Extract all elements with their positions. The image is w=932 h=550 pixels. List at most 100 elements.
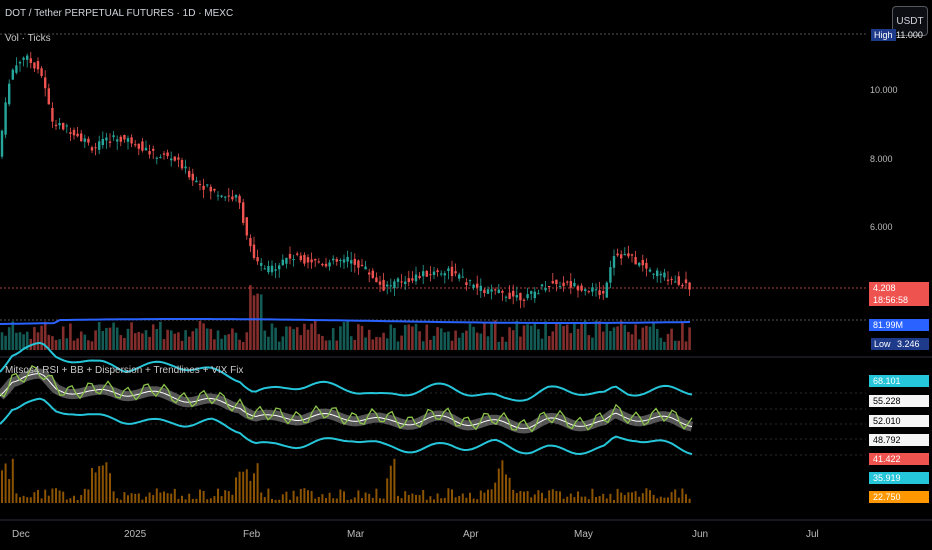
candle-body (663, 272, 666, 278)
candle-body (468, 280, 472, 282)
volume-bar (317, 334, 321, 350)
candle-body (609, 267, 612, 283)
volume-bar (411, 326, 414, 350)
volume-bar (429, 339, 432, 350)
vix-bar (209, 498, 212, 503)
candle-body (62, 122, 65, 130)
candle-body (51, 108, 54, 122)
vix-bar (328, 492, 331, 503)
volume-bar (497, 341, 501, 350)
candle-body (170, 158, 173, 161)
indicator-value-tag: 48.792 (869, 434, 929, 446)
vix-bar (213, 496, 216, 503)
volume-bar (357, 324, 360, 350)
candle-body (180, 160, 184, 169)
vix-bar (652, 494, 655, 503)
vix-bar (670, 492, 673, 503)
currency-button[interactable]: USDT (892, 6, 928, 36)
vix-bar (400, 498, 403, 503)
candle-body (407, 278, 410, 282)
volume-bar (180, 340, 184, 350)
volume-bar (169, 330, 173, 350)
volume-bar (252, 295, 256, 350)
candle-body (465, 282, 468, 286)
volume-bar (0, 332, 4, 350)
candle-body (573, 282, 576, 287)
vix-bar (296, 496, 299, 503)
volume-bar (263, 330, 267, 350)
candle-body (425, 270, 428, 277)
candle-body (72, 129, 76, 136)
vix-bar (659, 496, 662, 503)
vix-bar (220, 496, 223, 503)
candle-body (288, 254, 292, 259)
vix-bar (188, 493, 191, 503)
candle-body (483, 289, 486, 294)
volume-bar (191, 331, 195, 350)
countdown-tag: 18:56:58 (869, 294, 929, 306)
vix-bar (458, 496, 461, 503)
vix-bar (170, 493, 173, 503)
candle-body (317, 261, 320, 263)
vix-bar (65, 499, 68, 503)
volume-bar (483, 322, 486, 350)
candle-body (422, 271, 425, 277)
vix-bar (386, 478, 389, 503)
volume-bar (421, 341, 425, 350)
volume-bar (159, 321, 162, 350)
vix-bar (130, 493, 133, 503)
time-label-2025: 2025 (124, 529, 147, 540)
candle-body (11, 69, 14, 80)
candle-body (530, 291, 533, 294)
vix-bar (184, 499, 187, 503)
volume-bar (220, 338, 223, 350)
vix-bar (278, 499, 281, 503)
vix-bar (343, 491, 345, 503)
volume-bar (123, 337, 126, 350)
candle-body (641, 259, 644, 266)
vix-bar (267, 488, 270, 503)
candle-body (551, 281, 554, 284)
candle-body (461, 276, 464, 278)
vix-bar (346, 499, 349, 503)
vix-bar (375, 488, 378, 503)
vix-bar (19, 497, 21, 503)
candle-body (18, 62, 22, 64)
candle-body (497, 289, 500, 293)
candle-body (321, 263, 324, 266)
volume-bar (339, 326, 342, 350)
vix-bar (339, 489, 342, 503)
candle-body (677, 276, 680, 285)
vix-bar (235, 477, 237, 503)
volume-bar (465, 330, 468, 350)
candle-body (335, 259, 338, 262)
volume-bar (79, 331, 83, 350)
vix-bar (281, 494, 284, 503)
volume-bar (115, 327, 119, 350)
candle-body (472, 284, 475, 288)
volume-bar (151, 324, 155, 350)
candle-body (306, 257, 310, 263)
volume-bar (267, 336, 270, 350)
volume-bar (659, 337, 663, 350)
vix-bar (645, 488, 648, 503)
volume-bar (605, 322, 609, 350)
indicator-value-tag: 41.422 (869, 453, 929, 465)
volume-bar (349, 336, 353, 350)
vix-bar (649, 490, 651, 503)
candle-body (652, 273, 655, 275)
volume-bar (259, 294, 263, 350)
candle-body (360, 264, 364, 266)
candle-body (569, 281, 572, 288)
vix-bar (605, 498, 608, 503)
volume-bar (583, 320, 587, 350)
volume-bar (526, 324, 529, 350)
candle-body (512, 290, 515, 297)
volume-bar (443, 332, 447, 350)
candle-body (0, 130, 4, 157)
volume-bar (432, 335, 436, 350)
volume-bar (277, 341, 281, 350)
vix-bar (217, 488, 219, 503)
volume-bar (346, 320, 349, 350)
